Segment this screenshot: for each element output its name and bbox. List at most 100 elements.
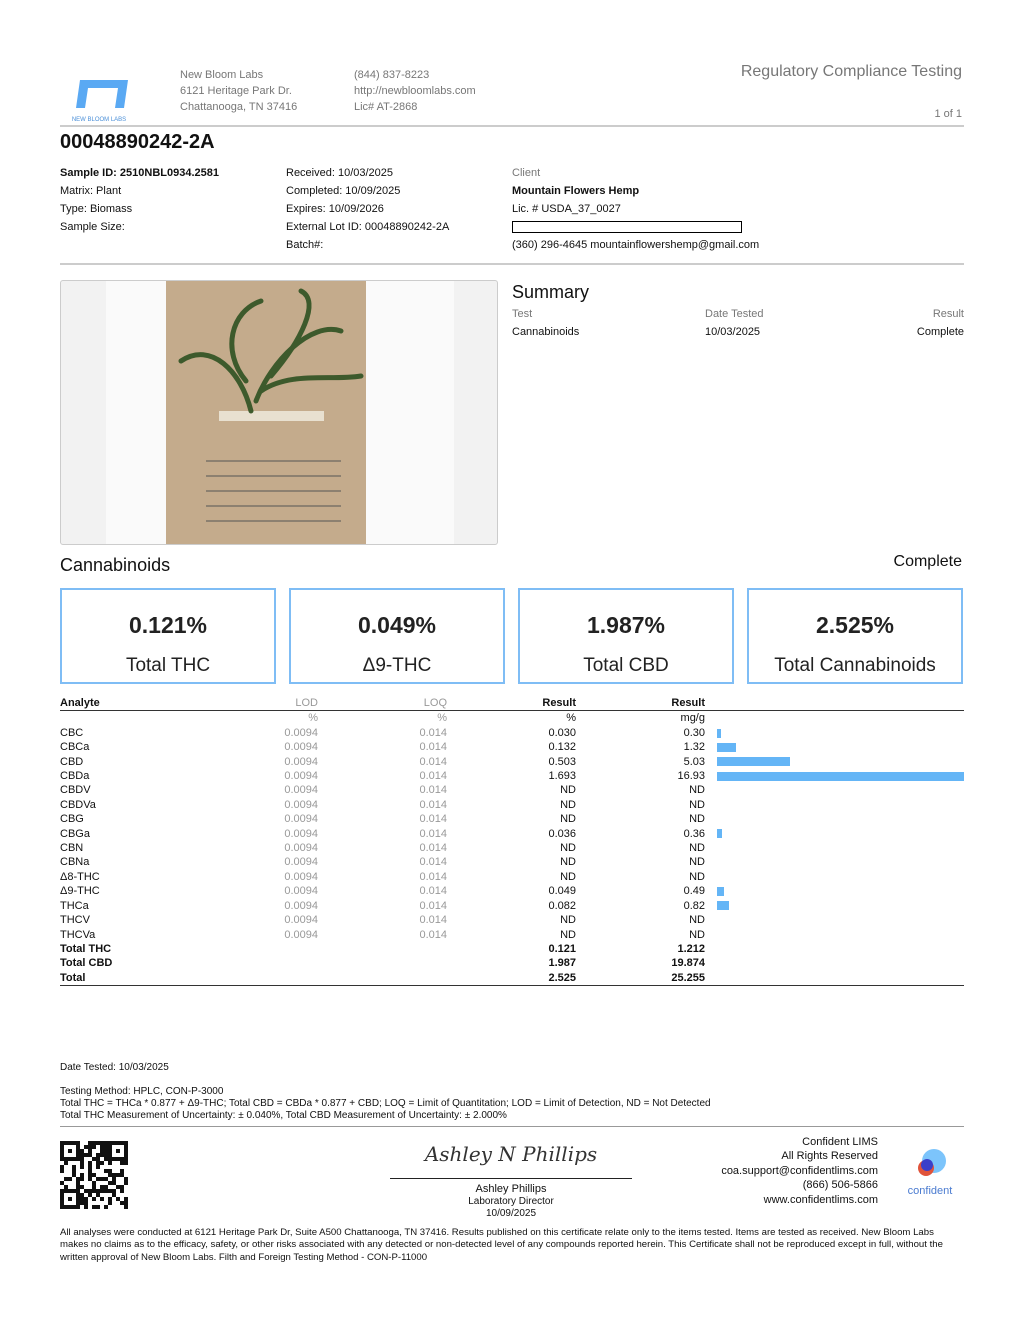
table-row: Δ8-THC 0.0094 0.014 ND ND (60, 870, 964, 884)
analyte: CBNa (60, 856, 90, 869)
analyte: CBC (60, 726, 84, 739)
cannabinoids-title: Cannabinoids (60, 555, 171, 575)
total-row: Total THC 0.121 1.212 (60, 942, 964, 956)
notes-date-tested: Date Tested: 10/03/2025 (60, 1062, 169, 1073)
expires-date: Expires: 10/09/2026 (286, 203, 384, 215)
result-mg: ND (689, 870, 705, 883)
header-result-pct: Result (542, 697, 576, 709)
result-bar (717, 901, 729, 911)
box-value: 2.525% (815, 612, 894, 638)
lod: 0.0094 (284, 813, 318, 826)
summary-test: Cannabinoids (512, 326, 580, 338)
confident-logo: confident (900, 1148, 960, 1197)
loq: 0.014 (419, 770, 447, 783)
unit-result-mg: mg/g (680, 712, 705, 725)
table-row: Δ9-THC 0.0094 0.014 0.049 0.49 (60, 884, 964, 898)
formula-note: Total THC = THCa * 0.877 + Δ9-THC; Total… (60, 1098, 711, 1109)
unit-lod: % (308, 712, 318, 725)
loq: 0.014 (419, 914, 447, 927)
lod: 0.0094 (284, 770, 318, 783)
sample-matrix: Matrix: Plant (60, 185, 122, 197)
table-row: CBGa 0.0094 0.014 0.036 0.36 (60, 827, 964, 841)
external-lot-id: External Lot ID: 00048890242-2A (286, 221, 450, 233)
lab-address1: 6121 Heritage Park Dr. (180, 85, 292, 97)
total-label: Total THC (60, 942, 112, 955)
box-label: Δ9-THC (362, 655, 432, 676)
lab-license: Lic# AT-2868 (354, 101, 418, 113)
table-row: THCV 0.0094 0.014 ND ND (60, 913, 964, 927)
qr-code[interactable] (60, 1140, 128, 1210)
analyte: CBCa (60, 741, 90, 754)
client-contact: (360) 296-4645 mountainflowershemp@gmail… (512, 239, 760, 251)
result-pct: ND (560, 870, 576, 883)
table-row: CBCa 0.0094 0.014 0.132 1.32 (60, 740, 964, 754)
lod: 0.0094 (284, 827, 318, 840)
result-pct: ND (560, 914, 576, 927)
total-mg: 19.874 (671, 957, 705, 970)
lab-address2: Chattanooga, TN 37416 (180, 101, 298, 113)
loq: 0.014 (419, 741, 447, 754)
client-name: Mountain Flowers Hemp (512, 185, 640, 197)
result-pct: 0.036 (548, 827, 576, 840)
summary-header-test: Test (512, 308, 533, 320)
summary-header-result: Result (932, 308, 964, 320)
result-mg: 0.49 (683, 885, 705, 898)
client-info: Client Mountain Flowers Hemp Lic. # USDA… (512, 164, 759, 254)
sample-type: Type: Biomass (60, 203, 133, 215)
cannabinoids-status: Complete (893, 553, 962, 570)
completed-date: Completed: 10/09/2025 (286, 185, 401, 197)
box-value: 0.049% (357, 612, 436, 638)
confident-logo-text: confident (907, 1185, 953, 1197)
analyte: CBGa (60, 827, 90, 840)
table-row: CBD 0.0094 0.014 0.503 5.03 (60, 755, 964, 769)
lims-email[interactable]: coa.support@confidentlims.com (721, 1164, 878, 1177)
summary-box: 0.049% Δ9-THC (289, 588, 505, 684)
result-pct: 0.503 (548, 755, 576, 768)
result-mg: 16.93 (677, 770, 705, 783)
lod: 0.0094 (284, 798, 318, 811)
result-pct: 0.082 (548, 899, 576, 912)
loq: 0.014 (419, 899, 447, 912)
analyte: Δ9-THC (60, 885, 100, 898)
loq: 0.014 (419, 842, 447, 855)
table-row: CBDV 0.0094 0.014 ND ND (60, 783, 964, 797)
lims-name: Confident LIMS (802, 1136, 878, 1148)
lims-phone: (866) 506-5866 (802, 1179, 878, 1192)
analyte: THCa (60, 899, 89, 912)
result-pct: ND (560, 813, 576, 826)
loq: 0.014 (419, 856, 447, 869)
summary-title: Summary (512, 282, 590, 302)
signature-date: 10/09/2025 (485, 1208, 537, 1220)
analyte: CBDa (60, 770, 90, 783)
redacted-address (512, 221, 742, 233)
signer-name: Ashley Phillips (475, 1183, 547, 1195)
sample-info: Sample ID: 2510NBL0934.2581 Matrix: Plan… (60, 164, 219, 236)
total-pct: 2.525 (548, 971, 576, 984)
lims-website[interactable]: www.confidentlims.com (763, 1193, 878, 1206)
table-row: CBN 0.0094 0.014 ND ND (60, 841, 964, 855)
lab-logo: NEW BLOOM LABS (68, 78, 130, 123)
result-pct: ND (560, 784, 576, 797)
lab-address: New Bloom Labs 6121 Heritage Park Dr. Ch… (180, 67, 297, 115)
table-row: THCVa 0.0094 0.014 ND ND (60, 928, 964, 942)
lod: 0.0094 (284, 928, 318, 941)
cannabinoid-table: Analyte LOD LOQ Result Result % % % mg/g… (60, 696, 964, 986)
result-bar (717, 728, 722, 738)
lab-contact: (844) 837-8223 http://newbloomlabs.com L… (354, 67, 476, 115)
result-mg: ND (689, 813, 705, 826)
result-pct: ND (560, 856, 576, 869)
result-pct: 0.049 (548, 885, 576, 898)
loq: 0.014 (419, 755, 447, 768)
total-pct: 0.121 (548, 942, 576, 955)
lod: 0.0094 (284, 914, 318, 927)
lims-rights: All Rights Reserved (781, 1150, 878, 1163)
batch-number: Batch#: (286, 239, 324, 251)
total-row: Total CBD 1.987 19.874 (60, 956, 964, 970)
analyte: THCVa (60, 928, 96, 941)
result-pct: 0.030 (548, 726, 576, 739)
table-row: CBNa 0.0094 0.014 ND ND (60, 855, 964, 869)
table-row: CBDVa 0.0094 0.014 ND ND (60, 798, 964, 812)
lab-website[interactable]: http://newbloomlabs.com (354, 85, 476, 97)
summary-box: 2.525% Total Cannabinoids (747, 588, 963, 684)
box-value: 1.987% (586, 612, 665, 638)
